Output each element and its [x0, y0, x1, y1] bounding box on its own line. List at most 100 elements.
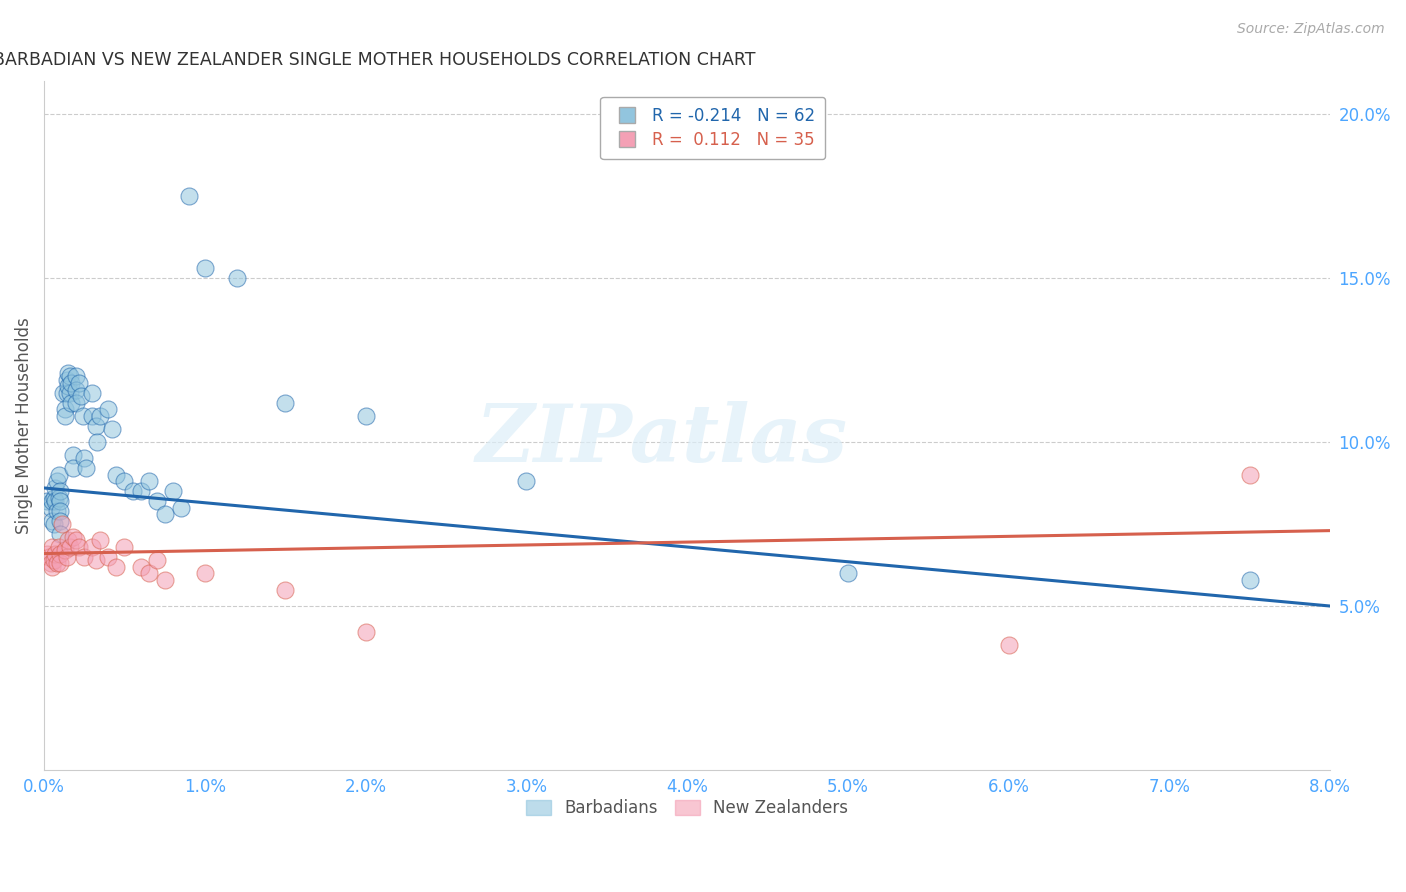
Point: [177, 189, 200, 203]
Point: [60, 395, 83, 409]
Point: [55, 373, 77, 387]
Point: [62, 448, 84, 462]
Point: [41, 494, 63, 508]
Point: [100, 422, 122, 436]
Point: [138, 475, 160, 489]
Point: [49, 484, 72, 499]
Point: [145, 553, 167, 567]
Point: [49, 527, 72, 541]
Text: ZIPatlas: ZIPatlas: [475, 401, 848, 478]
Point: [52, 385, 75, 400]
Point: [41, 514, 63, 528]
Point: [84, 553, 107, 567]
Point: [86, 435, 108, 450]
Point: [354, 625, 377, 640]
Point: [60, 376, 83, 390]
Point: [59, 540, 82, 554]
Point: [97, 402, 120, 417]
Point: [69, 540, 91, 554]
Point: [1239, 573, 1261, 587]
Point: [65, 369, 87, 384]
Point: [55, 549, 77, 564]
Point: [42, 553, 65, 567]
Point: [75, 461, 97, 475]
Legend: Barbadians, New Zealanders: Barbadians, New Zealanders: [520, 792, 855, 823]
Point: [49, 504, 72, 518]
Point: [42, 491, 65, 505]
Point: [69, 376, 91, 390]
Point: [44, 481, 66, 495]
Point: [44, 547, 66, 561]
Text: BARBADIAN VS NEW ZEALANDER SINGLE MOTHER HOUSEHOLDS CORRELATION CHART: BARBADIAN VS NEW ZEALANDER SINGLE MOTHER…: [0, 51, 755, 69]
Point: [121, 484, 143, 499]
Point: [354, 409, 377, 423]
Point: [53, 402, 76, 417]
Point: [62, 530, 84, 544]
Point: [114, 540, 136, 554]
Point: [38, 549, 60, 564]
Point: [65, 383, 87, 397]
Point: [82, 540, 104, 554]
Point: [59, 369, 82, 384]
Point: [59, 385, 82, 400]
Point: [226, 271, 249, 285]
Point: [70, 389, 93, 403]
Point: [51, 517, 73, 532]
Point: [48, 467, 70, 482]
Point: [145, 494, 167, 508]
Point: [82, 409, 104, 423]
Point: [129, 484, 152, 499]
Point: [49, 514, 72, 528]
Point: [89, 409, 111, 423]
Point: [46, 504, 69, 518]
Point: [46, 557, 69, 571]
Point: [194, 566, 217, 581]
Point: [39, 557, 62, 571]
Point: [997, 639, 1019, 653]
Point: [41, 540, 63, 554]
Point: [49, 547, 72, 561]
Point: [515, 475, 537, 489]
Point: [105, 467, 128, 482]
Point: [194, 261, 217, 276]
Point: [82, 385, 104, 400]
Point: [153, 507, 176, 521]
Point: [84, 418, 107, 433]
Y-axis label: Single Mother Households: Single Mother Households: [15, 318, 32, 534]
Point: [274, 582, 297, 597]
Point: [170, 500, 193, 515]
Point: [53, 543, 76, 558]
Point: [72, 409, 94, 423]
Point: [274, 395, 297, 409]
Point: [58, 533, 80, 548]
Point: [162, 484, 184, 499]
Point: [65, 533, 87, 548]
Point: [37, 494, 59, 508]
Point: [129, 559, 152, 574]
Point: [837, 566, 859, 581]
Point: [105, 559, 128, 574]
Point: [48, 540, 70, 554]
Point: [42, 517, 65, 532]
Point: [114, 475, 136, 489]
Point: [46, 475, 69, 489]
Point: [138, 566, 160, 581]
Point: [97, 549, 120, 564]
Point: [49, 557, 72, 571]
Point: [49, 494, 72, 508]
Point: [73, 451, 96, 466]
Point: [65, 395, 87, 409]
Point: [39, 500, 62, 515]
Point: [62, 461, 84, 475]
Text: Source: ZipAtlas.com: Source: ZipAtlas.com: [1237, 22, 1385, 37]
Point: [41, 559, 63, 574]
Point: [58, 379, 80, 393]
Point: [44, 494, 66, 508]
Point: [53, 409, 76, 423]
Point: [55, 385, 77, 400]
Point: [153, 573, 176, 587]
Point: [89, 533, 111, 548]
Point: [58, 366, 80, 380]
Point: [73, 549, 96, 564]
Point: [1239, 467, 1261, 482]
